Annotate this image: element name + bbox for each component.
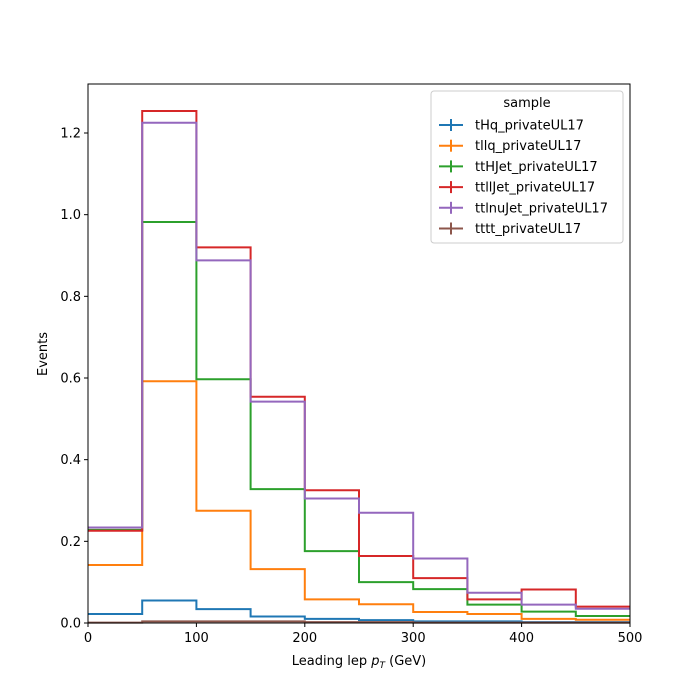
x-tick-label: 100 — [184, 631, 209, 646]
x-axis: 0 100 200 300 400 500 — [84, 623, 643, 646]
y-tick-label: 0.2 — [60, 535, 81, 550]
series-thq-privateul17 — [88, 599, 630, 624]
legend-label: tllq_privateUL17 — [475, 139, 581, 154]
legend-entry: tllq_privateUL17 — [439, 139, 581, 154]
y-tick-label: 1.0 — [60, 208, 81, 223]
series-tllq-privateul17 — [88, 380, 630, 621]
series-line — [88, 380, 630, 621]
x-axis-title-variable: p — [370, 654, 379, 669]
legend-box — [430, 90, 624, 244]
legend-label: ttllJet_privateUL17 — [475, 181, 595, 196]
x-axis-title: Leading lep pT (GeV) — [292, 654, 426, 671]
y-tick-label: 0.8 — [60, 290, 81, 305]
legend-entry: ttllJet_privateUL17 — [439, 181, 595, 196]
y-tick-label: 0.0 — [60, 617, 81, 632]
x-axis-title-suffix: (GeV) — [385, 654, 426, 669]
legend: sample tHq_privateUL17 tllq_privateUL17tt… — [430, 90, 624, 244]
plot-frame — [87, 83, 631, 624]
y-tick-label: 1.2 — [60, 127, 81, 142]
x-tick-label: 200 — [292, 631, 317, 646]
legend-title: sample — [503, 96, 550, 111]
y-tick-label: 0.4 — [60, 453, 81, 468]
legend-entry: tHq_privateUL17 — [439, 119, 584, 134]
x-tick-label: 300 — [401, 631, 426, 646]
y-axis-title: Events — [36, 332, 51, 376]
y-axis: 0.0 0.2 0.4 0.6 0.8 1.0 1.2 — [60, 127, 88, 632]
series-line — [88, 121, 630, 610]
x-tick-label: 0 — [84, 631, 92, 646]
legend-label: ttHJet_privateUL17 — [475, 160, 598, 175]
legend-label: tttt_privateUL17 — [475, 222, 581, 237]
x-axis-title-prefix: Leading lep — [292, 654, 371, 669]
x-tick-label: 500 — [618, 631, 643, 646]
legend-label: ttlnuJet_privateUL17 — [475, 201, 608, 216]
x-axis-title-subscript: T — [379, 661, 386, 671]
x-tick-label: 400 — [509, 631, 534, 646]
series-line — [88, 599, 630, 624]
legend-entry: ttlnuJet_privateUL17 — [439, 201, 608, 216]
legend-label: tHq_privateUL17 — [475, 119, 584, 134]
series-ttlnujet-privateul17 — [88, 121, 630, 610]
y-tick-label: 0.6 — [60, 372, 81, 387]
legend-entry: ttHJet_privateUL17 — [439, 160, 598, 175]
legend-entry: tttt_privateUL17 — [439, 222, 581, 237]
